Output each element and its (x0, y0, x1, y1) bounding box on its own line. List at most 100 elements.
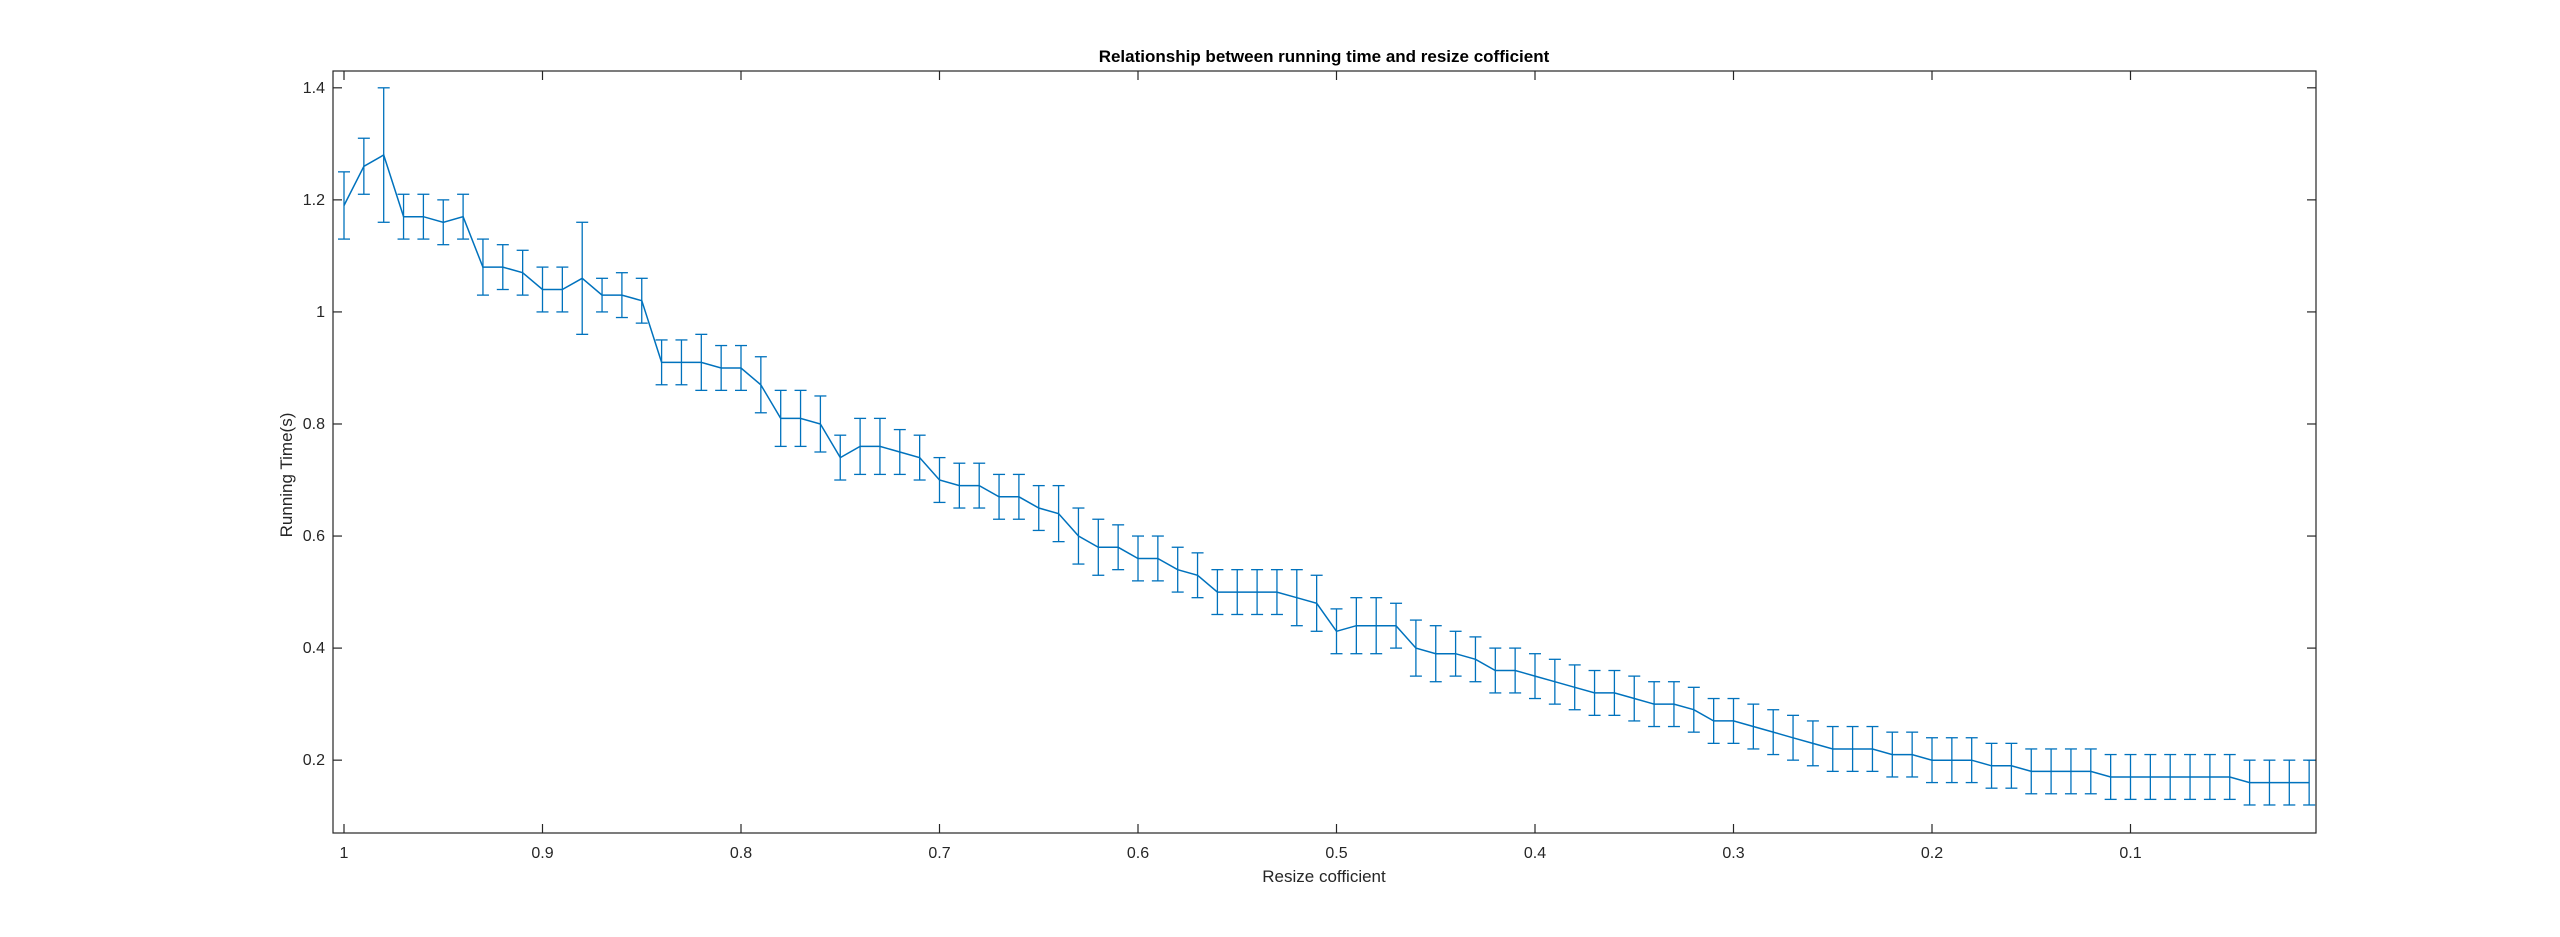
error-bar (695, 333, 708, 392)
error-bar (1648, 681, 1661, 728)
x-tick-label: 0.2 (1921, 845, 1943, 862)
error-bar (1767, 709, 1780, 756)
error-bar (2144, 753, 2157, 801)
error-bar (1667, 681, 1680, 728)
error-bar (417, 193, 430, 240)
error-bar (1846, 725, 1859, 773)
x-tick-label: 0.6 (1127, 845, 1149, 862)
error-bar (1469, 636, 1482, 683)
error-bar (1945, 737, 1958, 784)
error-bar (1409, 619, 1422, 677)
error-bar (2203, 753, 2216, 801)
error-bar (754, 356, 767, 414)
error-bar (1628, 675, 1641, 722)
error-bar (2124, 753, 2137, 801)
error-bar (873, 417, 886, 476)
error-bar (1310, 574, 1323, 632)
y-tick-label: 1 (316, 304, 325, 321)
y-tick-label: 1.2 (303, 192, 325, 209)
error-bar (1687, 686, 1700, 733)
y-tick-label: 0.4 (303, 640, 325, 657)
error-bar (635, 277, 648, 324)
error-bar (1787, 714, 1800, 761)
error-bar (1429, 625, 1442, 683)
error-bar (675, 339, 688, 386)
error-bar (1052, 484, 1065, 543)
error-bar (953, 462, 966, 509)
error-bar (1449, 630, 1462, 677)
y-tick-label: 0.2 (303, 752, 325, 769)
error-bar (357, 137, 370, 195)
error-bar (1270, 569, 1283, 616)
error-bar (516, 249, 529, 296)
error-bar (1012, 473, 1025, 520)
error-bar (1906, 731, 1919, 778)
error-bar (1548, 658, 1561, 705)
error-bar (1588, 669, 1601, 716)
error-bar (1092, 518, 1105, 576)
x-tick-label: 0.3 (1722, 845, 1744, 862)
error-bar (2064, 748, 2077, 795)
error-bar (814, 395, 827, 453)
error-bar (2045, 748, 2058, 795)
error-bar (1151, 535, 1164, 582)
error-bar (1330, 608, 1343, 655)
error-bar (338, 171, 350, 240)
error-bar (774, 389, 787, 448)
error-bar (2283, 759, 2296, 806)
x-tick-label: 1 (340, 845, 349, 862)
error-bar (1032, 484, 1045, 532)
error-bar (735, 344, 747, 392)
error-bar (1926, 737, 1938, 784)
error-bar (2104, 753, 2117, 801)
error-bar (1707, 697, 1720, 745)
error-bar (794, 389, 807, 448)
x-tick-label: 0.7 (928, 845, 950, 862)
error-bar (1529, 653, 1541, 700)
axes-box (332, 70, 2317, 834)
error-bar (1112, 524, 1125, 571)
error-bar (1806, 720, 1819, 767)
error-bar (2025, 748, 2038, 795)
error-bar (1866, 725, 1879, 773)
error-bar (397, 193, 410, 240)
error-bar (1072, 507, 1085, 565)
error-bar (715, 344, 728, 392)
error-bar (437, 199, 450, 246)
error-bar (615, 272, 628, 319)
error-bar (536, 266, 549, 313)
error-bar (2005, 742, 2018, 789)
error-bar (1191, 552, 1204, 599)
series-line (343, 153, 2310, 784)
error-bar (1290, 569, 1303, 627)
x-tick-label: 0.9 (531, 845, 553, 862)
error-bar (933, 456, 946, 504)
error-bar (834, 434, 847, 481)
error-bar (377, 87, 390, 223)
x-tick-label: 0.1 (2119, 845, 2141, 862)
error-bar (1886, 731, 1899, 778)
error-bar (1608, 669, 1621, 716)
error-bar (2243, 759, 2256, 806)
error-bar (1171, 546, 1184, 593)
error-bar (1727, 697, 1740, 745)
error-bar (1231, 569, 1244, 616)
error-bar (854, 417, 867, 476)
error-bar (596, 277, 609, 313)
error-bar (1390, 602, 1403, 649)
x-tick-label: 0.5 (1325, 845, 1347, 862)
y-tick-label: 1.4 (303, 80, 325, 97)
x-axis-label: Resize cofficient (1262, 867, 1386, 886)
error-bar (1251, 569, 1264, 616)
y-tick-label: 0.6 (303, 528, 325, 545)
error-bar (1568, 664, 1581, 711)
error-bar (1370, 597, 1383, 655)
error-bar (1826, 725, 1839, 773)
error-bar (457, 193, 470, 240)
error-bar (1350, 597, 1363, 655)
error-bar (2184, 753, 2197, 801)
error-bar (2164, 753, 2177, 801)
error-bar (2084, 748, 2097, 795)
error-bar (973, 462, 986, 509)
error-bar (1509, 647, 1522, 694)
